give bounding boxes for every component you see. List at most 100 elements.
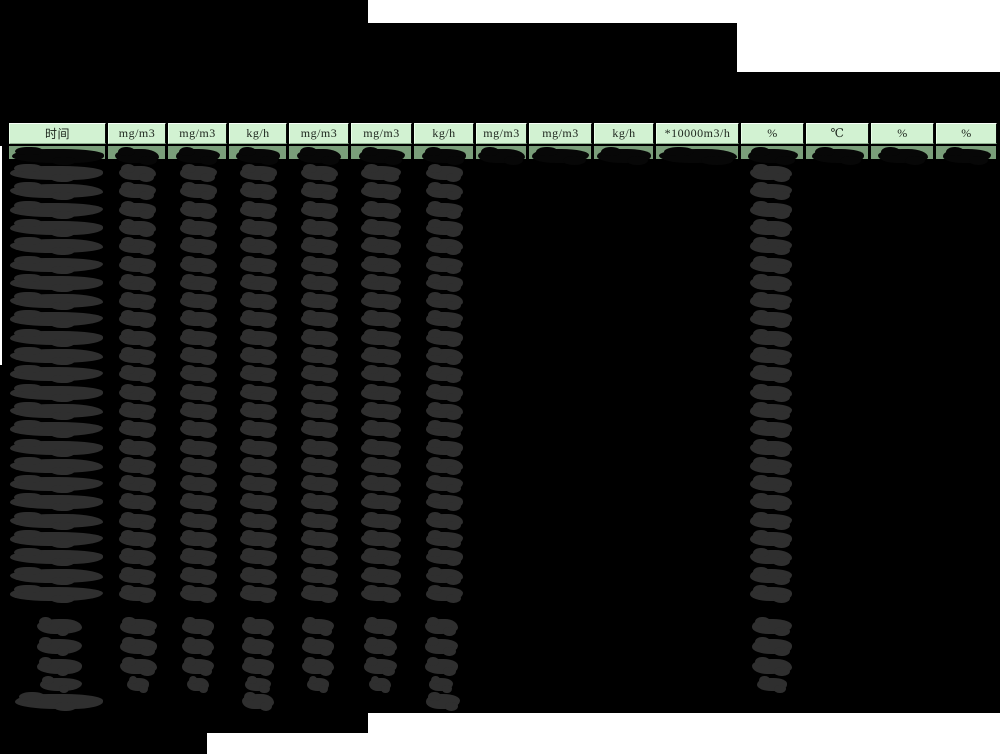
column-header-label: kg/h [612, 126, 636, 140]
redacted-value-blob [425, 402, 463, 420]
redacted-value-blob [118, 384, 156, 402]
redacted-value-blob [361, 439, 401, 457]
redacted-value-blob [361, 274, 401, 292]
redacted-value-blob [425, 310, 463, 328]
redacted-value-blob [300, 493, 338, 511]
column-header-cell: 时间 [9, 123, 106, 144]
redacted-value-blob [750, 530, 792, 548]
redacted-value-blob [182, 656, 214, 676]
redacted-value-blob [424, 656, 458, 676]
redacted-value-blob [361, 164, 401, 182]
redacted-value-blob [750, 274, 792, 292]
redacted-value-blob [10, 346, 103, 366]
redacted-value-blob [942, 147, 991, 165]
redacted-value-blob [425, 548, 463, 566]
redacted-value-blob [118, 585, 156, 603]
redacted-value-blob [239, 402, 277, 420]
redacted-value-blob [182, 636, 214, 656]
redacted-value-blob [239, 384, 277, 402]
white-margin-top-right-2 [737, 23, 1000, 72]
column-header-cell: mg/m3 [108, 123, 166, 144]
redacted-value-blob [750, 256, 792, 274]
redacted-value-blob [750, 329, 792, 347]
redacted-value-blob [750, 201, 792, 219]
redacted-value-blob [239, 439, 277, 457]
redacted-value-blob [302, 656, 334, 676]
column-header-label: mg/m3 [118, 126, 156, 140]
redacted-value-blob [369, 676, 391, 693]
redacted-value-blob [752, 636, 792, 656]
redacted-value-blob [425, 274, 463, 292]
redacted-value-blob [361, 475, 401, 493]
redacted-value-blob [750, 292, 792, 310]
redacted-value-blob [658, 147, 737, 165]
redacted-value-blob [187, 676, 209, 693]
column-header-cell: *10000m3/h [656, 123, 739, 144]
redacted-value-blob [300, 567, 338, 585]
redacted-value-blob [239, 219, 277, 237]
redacted-value-blob [118, 237, 156, 255]
redacted-value-blob [118, 567, 156, 585]
redacted-value-blob [361, 347, 401, 365]
redacted-value-blob [750, 365, 792, 383]
redacted-value-blob [297, 147, 341, 165]
redacted-value-blob [811, 147, 864, 165]
white-margin-bottom-2 [207, 733, 1000, 754]
column-header-label: % [897, 126, 908, 140]
redacted-value-blob [10, 547, 103, 567]
redacted-value-blob [118, 347, 156, 365]
redacted-value-blob [425, 512, 463, 530]
redacted-value-blob [750, 164, 792, 182]
redacted-value-blob [118, 512, 156, 530]
redacted-value-blob [300, 329, 338, 347]
redaction-block-title-2 [0, 23, 737, 72]
redacted-value-blob [425, 347, 463, 365]
redacted-value-blob [179, 310, 217, 328]
redacted-value-blob [179, 493, 217, 511]
redacted-value-blob [10, 584, 103, 604]
redacted-value-blob [242, 616, 274, 636]
redacted-value-blob [118, 439, 156, 457]
redacted-value-blob [750, 493, 792, 511]
redacted-value-blob [425, 256, 463, 274]
redacted-value-blob [361, 512, 401, 530]
redacted-value-blob [179, 548, 217, 566]
redacted-value-blob [118, 164, 156, 182]
redacted-value-blob [239, 567, 277, 585]
redacted-value-blob [239, 292, 277, 310]
redacted-value-blob [10, 364, 103, 384]
redacted-value-blob [118, 310, 156, 328]
redacted-value-blob [750, 402, 792, 420]
redacted-value-blob [300, 439, 338, 457]
redacted-value-blob [175, 147, 220, 165]
column-header-label: mg/m3 [300, 126, 338, 140]
redacted-value-blob [425, 493, 463, 511]
redacted-value-blob [361, 384, 401, 402]
redacted-value-blob [300, 365, 338, 383]
redacted-value-blob [119, 616, 157, 636]
redacted-value-blob [425, 567, 463, 585]
redacted-value-blob [118, 548, 156, 566]
redacted-value-blob [425, 475, 463, 493]
redacted-value-blob [361, 292, 401, 310]
redacted-value-blob [750, 237, 792, 255]
redacted-value-blob [426, 691, 460, 711]
redacted-value-blob [750, 475, 792, 493]
redacted-value-blob [750, 310, 792, 328]
redacted-value-blob [361, 585, 401, 603]
redacted-value-blob [300, 237, 338, 255]
white-margin-bottom-1 [368, 713, 1000, 733]
redacted-value-blob [179, 256, 217, 274]
redacted-value-blob [179, 530, 217, 548]
redacted-value-blob [10, 236, 103, 256]
redacted-value-blob [11, 146, 104, 166]
redacted-value-blob [10, 328, 103, 348]
redacted-value-blob [363, 636, 397, 656]
column-header-cell: % [936, 123, 997, 144]
redacted-value-blob [300, 512, 338, 530]
redacted-value-blob [361, 310, 401, 328]
redacted-value-blob [361, 548, 401, 566]
table-left-edge-line [0, 146, 2, 365]
redacted-value-blob [242, 691, 274, 711]
redacted-value-blob [179, 365, 217, 383]
